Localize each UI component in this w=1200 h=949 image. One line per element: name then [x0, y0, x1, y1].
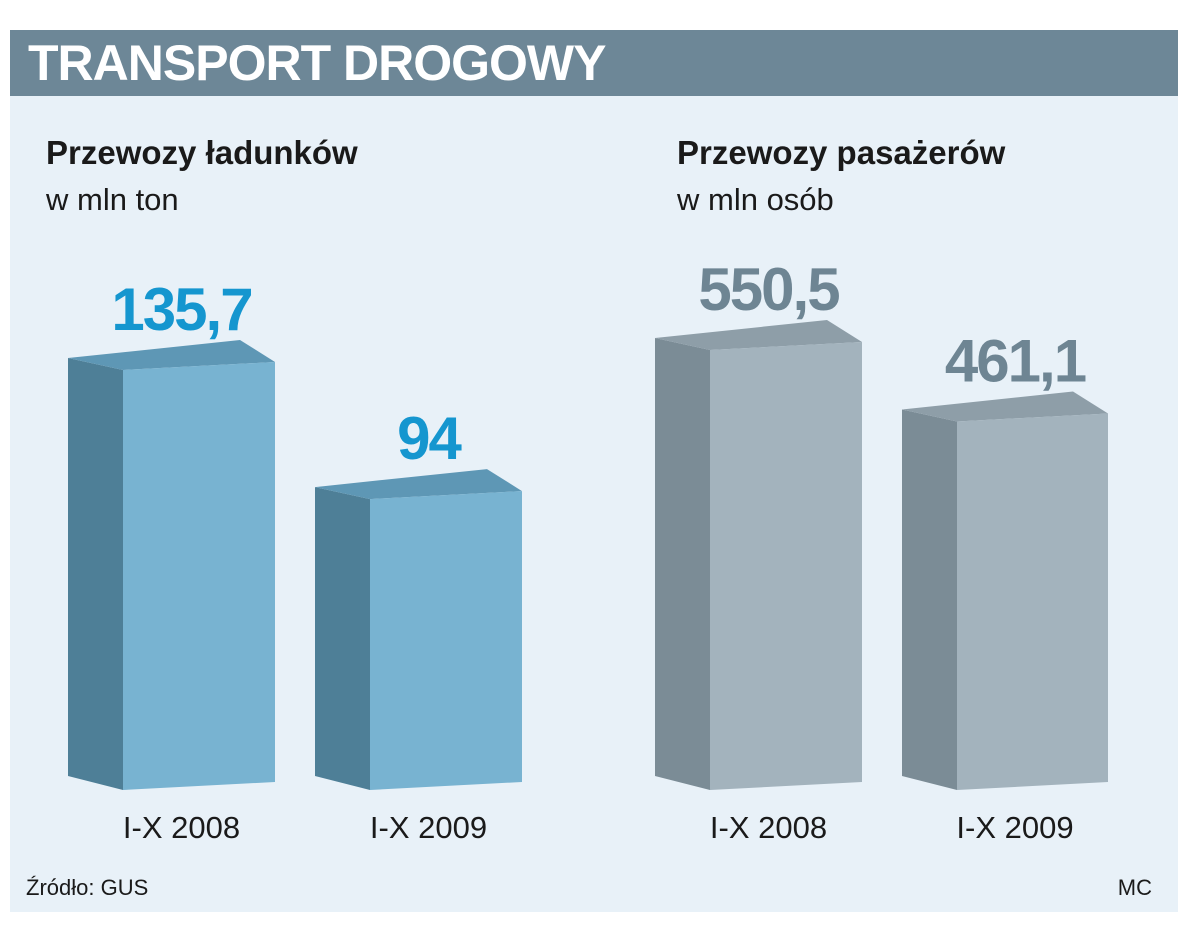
passenger-category-label-1: I-X 2009: [956, 810, 1073, 845]
passenger-bar-0: [710, 342, 862, 790]
page-title: TRANSPORT DROGOWY: [28, 35, 606, 91]
cargo-bar-0-top: [68, 340, 275, 370]
passenger-bar-1-top: [902, 391, 1108, 422]
credit-note: MC: [1117, 875, 1152, 900]
cargo-chart-unit: w mln ton: [46, 182, 179, 217]
cargo-bar-0-side: [68, 358, 123, 790]
cargo-value-label-1: 94: [397, 405, 462, 472]
passenger-chart-unit: w mln osób: [677, 182, 834, 217]
passenger-chart-title: Przewozy pasażerów: [677, 134, 1006, 171]
passenger-category-label-0: I-X 2008: [710, 810, 827, 845]
cargo-bar-1-top: [315, 469, 522, 500]
passenger-value-label-1: 461,1: [945, 327, 1086, 394]
source-note: Źródło: GUS: [26, 875, 149, 900]
passenger-bar-0-side: [655, 338, 710, 790]
header-bar: TRANSPORT DROGOWY: [10, 30, 1178, 96]
passenger-bar-0-top: [655, 320, 862, 350]
passenger-value-label-0: 550,5: [698, 256, 839, 323]
passenger-bar-1: [957, 413, 1108, 790]
cargo-bar-1-side: [315, 487, 370, 790]
passenger-bar-1-side: [902, 409, 957, 790]
cargo-category-label-1: I-X 2009: [370, 810, 487, 845]
cargo-bar-1: [370, 491, 522, 790]
cargo-category-label-0: I-X 2008: [123, 810, 240, 845]
cargo-bar-0: [123, 362, 275, 790]
cargo-chart-title: Przewozy ładunków: [46, 134, 358, 171]
cargo-value-label-0: 135,7: [111, 276, 251, 343]
